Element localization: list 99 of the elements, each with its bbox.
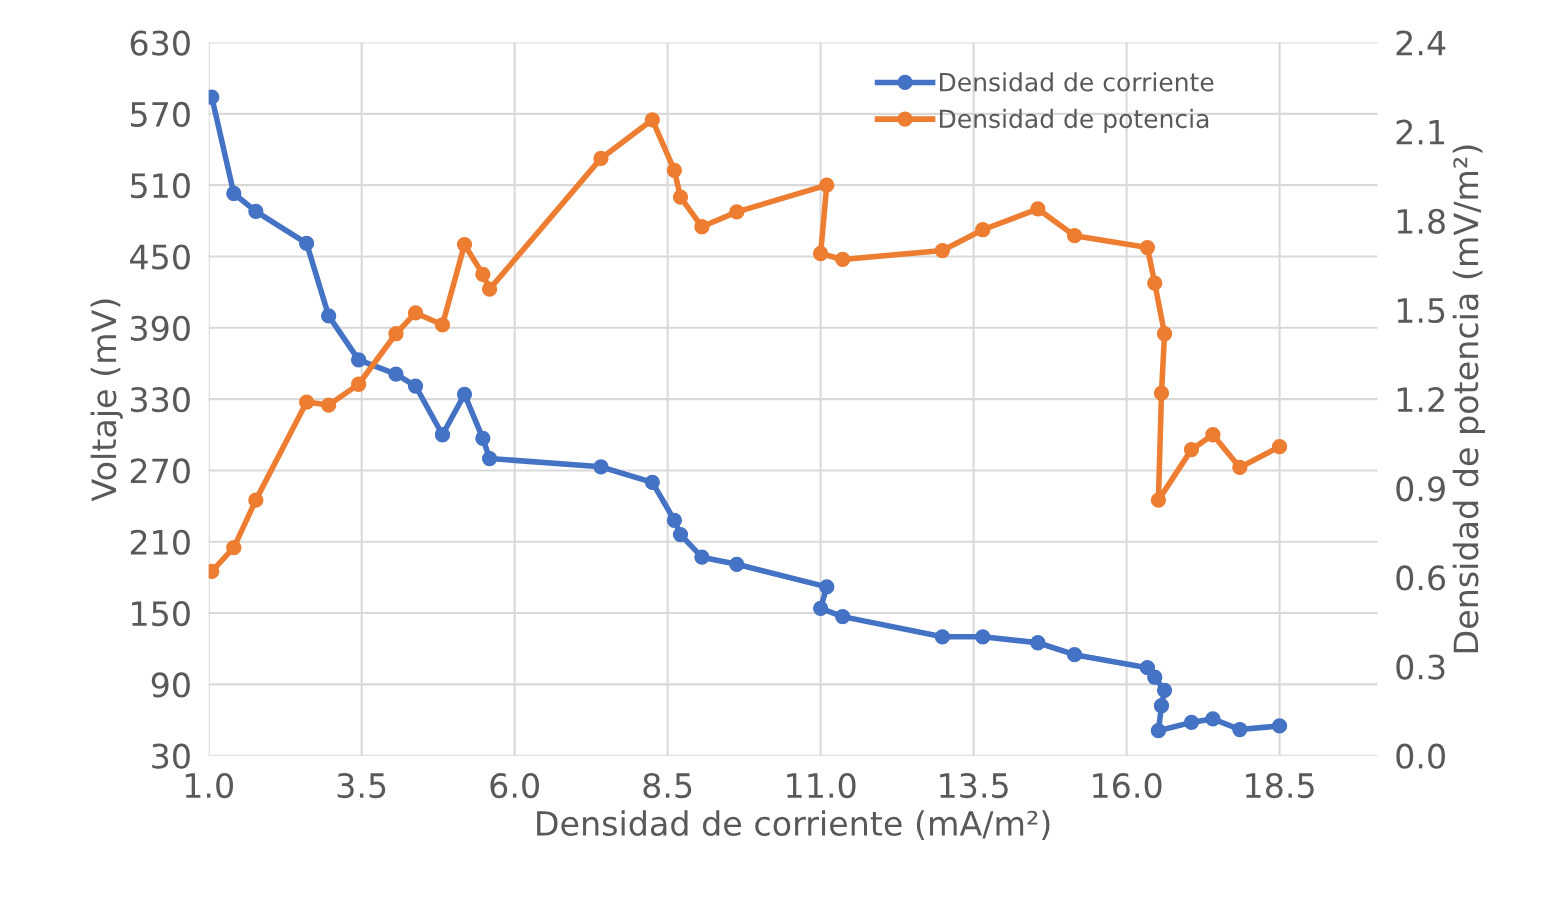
point xyxy=(1271,439,1288,455)
y2-tick-label: 1.8 xyxy=(1397,208,1445,234)
point xyxy=(1153,385,1170,401)
point xyxy=(672,189,689,205)
point xyxy=(226,540,242,556)
y-tick-label: 210 xyxy=(130,529,190,555)
point xyxy=(694,219,710,235)
x-tick-label: 8.5 xyxy=(643,772,692,799)
y2-tick-label: 0.6 xyxy=(1396,565,1446,591)
point xyxy=(1271,718,1288,734)
point xyxy=(434,427,451,443)
point xyxy=(407,378,424,394)
point xyxy=(1205,711,1221,727)
point xyxy=(226,185,242,202)
point xyxy=(407,305,424,321)
x-tick-label: 18.5 xyxy=(1246,772,1314,799)
point xyxy=(481,450,498,467)
y2-axis-title: Densidad de potencia (mV/m²) xyxy=(1452,145,1485,653)
point xyxy=(1066,228,1083,244)
point xyxy=(1205,427,1221,443)
y-tick-label: 390 xyxy=(130,315,190,341)
y2-tick-label: 2.1 xyxy=(1396,119,1445,145)
point xyxy=(248,492,264,508)
point xyxy=(1150,723,1167,739)
point xyxy=(1232,721,1248,738)
point xyxy=(350,352,367,368)
point xyxy=(694,549,710,565)
point xyxy=(456,236,473,253)
x-tick-label: 3.5 xyxy=(337,772,386,799)
point xyxy=(298,235,315,252)
y-tick-label: 90 xyxy=(151,672,190,698)
point xyxy=(1156,326,1173,342)
point xyxy=(729,556,745,572)
point xyxy=(388,366,404,382)
point xyxy=(819,177,835,193)
y2-tick-label: 0.0 xyxy=(1396,743,1445,769)
point xyxy=(812,600,829,616)
point xyxy=(1183,714,1200,731)
point xyxy=(481,281,498,297)
point xyxy=(835,251,851,268)
y-tick-label: 510 xyxy=(130,173,190,199)
point xyxy=(812,245,829,262)
y-tick-label: 330 xyxy=(130,387,190,413)
point xyxy=(644,474,660,490)
point xyxy=(666,162,683,178)
point xyxy=(248,203,264,219)
point xyxy=(593,459,609,475)
point xyxy=(1147,275,1163,291)
point xyxy=(666,512,683,528)
point xyxy=(593,150,609,167)
y2-tick-label: 0.3 xyxy=(1396,654,1445,680)
point xyxy=(672,526,689,543)
point xyxy=(321,308,337,324)
point xyxy=(298,394,315,410)
point xyxy=(1030,201,1046,217)
y-tick-label: 630 xyxy=(130,30,190,56)
x-tick-label: 16.0 xyxy=(1093,772,1162,799)
legend-label: Densidad de corriente xyxy=(940,72,1214,92)
point xyxy=(975,629,991,645)
point xyxy=(1232,459,1248,476)
point xyxy=(1156,682,1173,698)
point xyxy=(644,112,660,128)
point xyxy=(1139,660,1156,676)
y2-tick-label: 2.4 xyxy=(1396,30,1446,56)
point xyxy=(475,430,491,446)
point xyxy=(456,386,473,402)
point xyxy=(388,326,404,342)
y-tick-label: 270 xyxy=(130,458,190,484)
y-tick-label: 450 xyxy=(130,244,190,270)
x-tick-label: 13.5 xyxy=(940,772,1008,799)
x-tick-label: 1.0 xyxy=(185,772,233,799)
y-tick-label: 570 xyxy=(130,101,190,127)
point xyxy=(975,222,991,238)
y-tick-label: 30 xyxy=(152,743,190,769)
point xyxy=(475,266,491,282)
y2-tick-label: 0.9 xyxy=(1396,476,1445,502)
point xyxy=(1030,635,1046,651)
y2-tick-label: 1.2 xyxy=(1397,387,1444,412)
point xyxy=(934,242,951,259)
x-axis-title: Densidad de corriente (mA/m²) xyxy=(537,810,1050,840)
point xyxy=(1066,647,1083,663)
point xyxy=(321,397,337,413)
x-tick-label: 11.0 xyxy=(787,772,856,799)
point xyxy=(434,317,451,333)
point xyxy=(1153,698,1170,714)
point xyxy=(729,204,745,220)
point xyxy=(1147,669,1163,685)
point xyxy=(819,579,835,595)
legend-label: Densidad de potencia xyxy=(940,108,1209,134)
y-axis-title: Voltaje (mV) xyxy=(90,299,123,502)
x-tick-label: 6.0 xyxy=(490,772,539,799)
point xyxy=(350,376,367,392)
point xyxy=(1183,441,1200,458)
point xyxy=(1139,239,1156,256)
y2-tick-label: 1.5 xyxy=(1397,298,1445,324)
point xyxy=(1150,492,1167,508)
point xyxy=(934,629,951,645)
point xyxy=(835,608,851,625)
y-tick-label: 150 xyxy=(132,600,190,627)
